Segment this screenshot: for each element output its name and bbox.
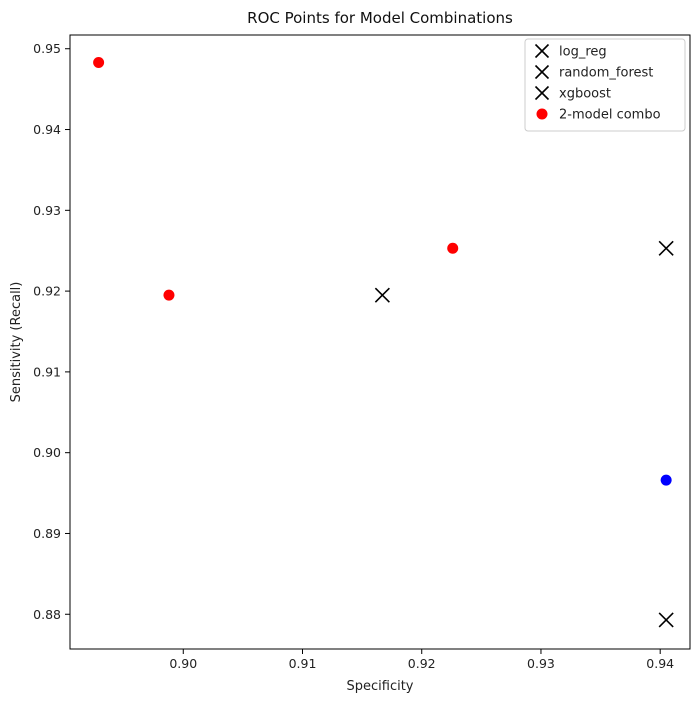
legend-x-marker <box>534 64 550 80</box>
legend-circle-marker <box>536 108 548 120</box>
y-tick-label: 0.95 <box>33 41 61 56</box>
legend-entry-label: xgboost <box>559 87 611 102</box>
legend-x-marker <box>534 85 550 101</box>
y-tick-label: 0.90 <box>33 445 61 460</box>
y-axis-label: Sensitivity (Recall) <box>9 282 24 403</box>
legend-box <box>524 38 686 132</box>
data-point-x-marker <box>374 287 390 303</box>
x-tick-label: 0.91 <box>289 656 317 671</box>
chart-title: ROC Points for Model Combinations <box>247 9 513 27</box>
legend-entry-label: log_reg <box>559 45 607 60</box>
x-tick-label: 0.93 <box>527 656 555 671</box>
x-tick-label: 0.90 <box>169 656 197 671</box>
y-tick-label: 0.88 <box>33 607 61 622</box>
y-tick-label: 0.93 <box>33 203 61 218</box>
data-point-circle <box>93 56 105 68</box>
x-tick-label: 0.92 <box>408 656 436 671</box>
y-tick-label: 0.89 <box>33 526 61 541</box>
legend-entry-label: random_forest <box>559 66 653 81</box>
plot-area <box>69 34 691 650</box>
x-axis-label: Specificity <box>347 679 414 694</box>
y-tick-label: 0.94 <box>33 122 61 137</box>
y-tick-label: 0.92 <box>33 284 61 299</box>
legend-x-marker <box>534 43 550 59</box>
legend-entry-label: 2-model combo <box>559 108 661 123</box>
x-tick-label: 0.94 <box>646 656 674 671</box>
data-point-circle <box>447 242 459 254</box>
y-axis: 0.88 0.89 0.90 0.91 0.92 0.93 0.94 0.95 <box>33 41 70 622</box>
data-point-x-marker <box>658 240 674 256</box>
data-point-x-marker <box>658 612 674 628</box>
data-points <box>93 56 674 628</box>
y-tick-label: 0.91 <box>33 364 61 379</box>
data-point-circle <box>660 474 672 486</box>
data-point-circle <box>163 289 175 301</box>
x-axis: 0.90 0.91 0.92 0.93 0.94 <box>169 649 674 671</box>
